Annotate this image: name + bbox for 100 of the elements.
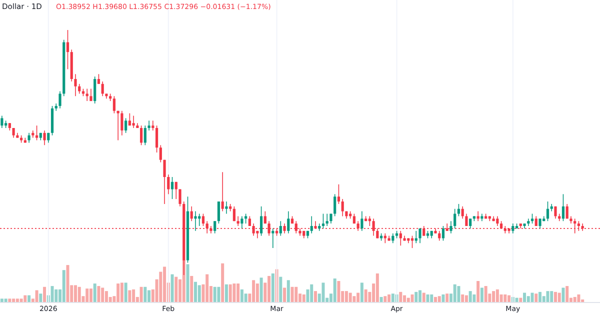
bar: [221, 263, 224, 302]
candlestick: [174, 182, 178, 200]
bar: [314, 291, 317, 302]
bar: [268, 276, 271, 302]
candlestick: [221, 172, 224, 212]
bar: [39, 294, 42, 302]
candlestick: [310, 216, 313, 234]
bar: [446, 294, 449, 302]
candlestick: [28, 132, 30, 144]
bar: [186, 264, 190, 302]
bar: [558, 292, 561, 302]
candlestick: [170, 176, 174, 200]
bar: [492, 291, 496, 302]
bar: [20, 298, 23, 302]
candlestick: [214, 220, 216, 234]
candlestick: [58, 90, 62, 109]
candlestick: [461, 206, 464, 220]
candlestick: [86, 88, 88, 102]
bar: [406, 298, 410, 302]
bar: [86, 288, 89, 302]
bar: [430, 294, 434, 302]
bar: [256, 284, 259, 302]
bar: [78, 286, 81, 302]
candlestick: [159, 144, 162, 163]
candlestick: [144, 125, 146, 146]
candlestick: [454, 208, 456, 229]
bar: [546, 291, 550, 302]
bar: [376, 273, 379, 302]
candlestick: [476, 210, 480, 222]
bar: [337, 281, 340, 302]
candlestick: [236, 216, 240, 226]
bar: [453, 284, 456, 302]
candlestick: [264, 210, 266, 224]
bar: [464, 295, 468, 302]
candlestick: [399, 230, 402, 246]
bar: [74, 285, 77, 302]
bar: [260, 278, 263, 302]
bar: [380, 296, 383, 302]
candlestick: [167, 174, 170, 195]
candlestick: [554, 206, 557, 220]
candlestick: [232, 206, 236, 222]
bar: [356, 292, 360, 302]
candlestick: [442, 226, 445, 242]
bar: [190, 276, 194, 302]
bar: [538, 292, 542, 302]
bar: [140, 286, 143, 302]
bar: [515, 298, 518, 302]
bar: [534, 294, 538, 302]
candlestick: [283, 223, 286, 234]
bar: [144, 286, 147, 302]
candlestick: [12, 128, 15, 138]
candlestick: [322, 213, 325, 229]
bar: [523, 292, 526, 302]
candlestick: [244, 213, 248, 224]
candlestick: [194, 210, 197, 232]
bar: [224, 284, 228, 302]
bar: [352, 296, 356, 302]
bar: [271, 273, 274, 302]
candlestick: [260, 206, 263, 236]
candlestick: [469, 218, 472, 229]
bar: [562, 288, 565, 302]
bar: [472, 294, 476, 302]
candlestick: [35, 125, 38, 141]
candlestick: [512, 223, 514, 234]
candlestick: [438, 230, 441, 242]
bar: [12, 298, 16, 302]
candlestick: [101, 81, 104, 97]
bar: [8, 298, 12, 302]
candlestick: [198, 213, 201, 226]
candlestick: [337, 184, 340, 204]
bar: [530, 292, 534, 302]
candlestick: [334, 194, 336, 217]
bar: [476, 281, 480, 302]
candlestick: [272, 228, 274, 248]
candlestick: [128, 112, 131, 126]
bar: [89, 288, 92, 302]
bar: [54, 289, 58, 302]
bar: [442, 294, 445, 302]
bar: [174, 276, 178, 302]
candlestick: [120, 110, 124, 136]
candlestick: [112, 96, 116, 114]
bar: [128, 290, 132, 302]
bar: [348, 292, 352, 302]
bar: [116, 284, 120, 302]
candlestick: [0, 115, 4, 128]
candlestick: [384, 232, 386, 244]
bar: [573, 296, 576, 302]
bar: [426, 294, 430, 302]
bar: [418, 290, 422, 302]
candlestick: [496, 216, 499, 226]
bar: [496, 289, 499, 302]
candlestick: [155, 125, 158, 153]
candlestick: [94, 76, 96, 104]
candlestick: [457, 204, 460, 217]
bar: [16, 298, 19, 302]
bar: [360, 282, 364, 302]
bar: [217, 286, 220, 302]
candlestick: [450, 220, 452, 234]
bar: [232, 284, 236, 302]
bar: [101, 288, 104, 302]
